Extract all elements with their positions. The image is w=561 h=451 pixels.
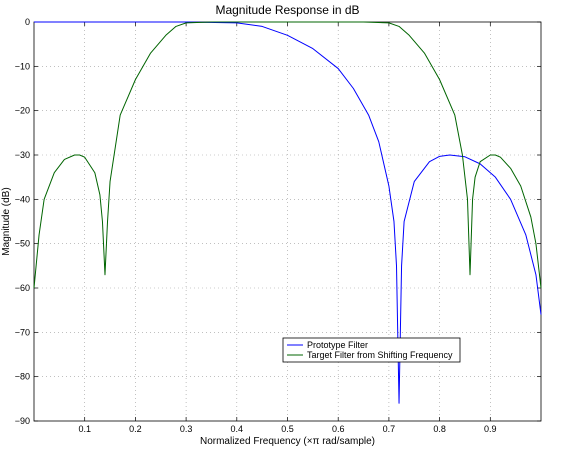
y-tick-label: −70	[15, 327, 30, 337]
y-tick-label: −20	[15, 106, 30, 116]
series-line-target-filter	[33, 21, 542, 289]
x-tick-label: 0.4	[231, 424, 244, 434]
x-tick-label: 0.5	[281, 424, 294, 434]
y-axis-label: Magnitude (dB)	[1, 187, 12, 255]
y-tick-label: −30	[15, 150, 30, 160]
plot-lines	[33, 21, 542, 404]
x-tick-label: 0.3	[180, 424, 193, 434]
x-tick-label: 0.9	[484, 424, 497, 434]
x-tick-label: 0.6	[332, 424, 345, 434]
x-axis-label: Normalized Frequency (×π rad/sample)	[200, 436, 375, 447]
legend-box	[282, 337, 461, 363]
x-tick-label: 0.2	[129, 424, 142, 434]
y-tick-label: −60	[15, 283, 30, 293]
legend-label: Target Filter from Shifting Frequency	[307, 350, 453, 360]
legend-label: Prototype Filter	[307, 340, 368, 350]
y-tick-label: −50	[15, 239, 30, 249]
y-tick-label: −40	[15, 194, 30, 204]
series-line-prototype-filter	[34, 21, 542, 404]
x-tick-label: 0.8	[433, 424, 446, 434]
y-tick-label: −10	[15, 61, 30, 71]
tick-labels: 0.1 0.2 0.3 0.4 0.5 0.6 0.7 0.8 0.9 0 −10 −20 −30 −40…	[15, 17, 497, 434]
x-tick-label: 0.1	[78, 424, 91, 434]
chart-title: Magnitude Response in dB	[215, 3, 359, 17]
y-tick-label: −80	[15, 372, 30, 382]
y-tick-label: −90	[15, 416, 30, 426]
y-tick-label: 0	[25, 17, 30, 27]
x-tick-label: 0.7	[383, 424, 396, 434]
